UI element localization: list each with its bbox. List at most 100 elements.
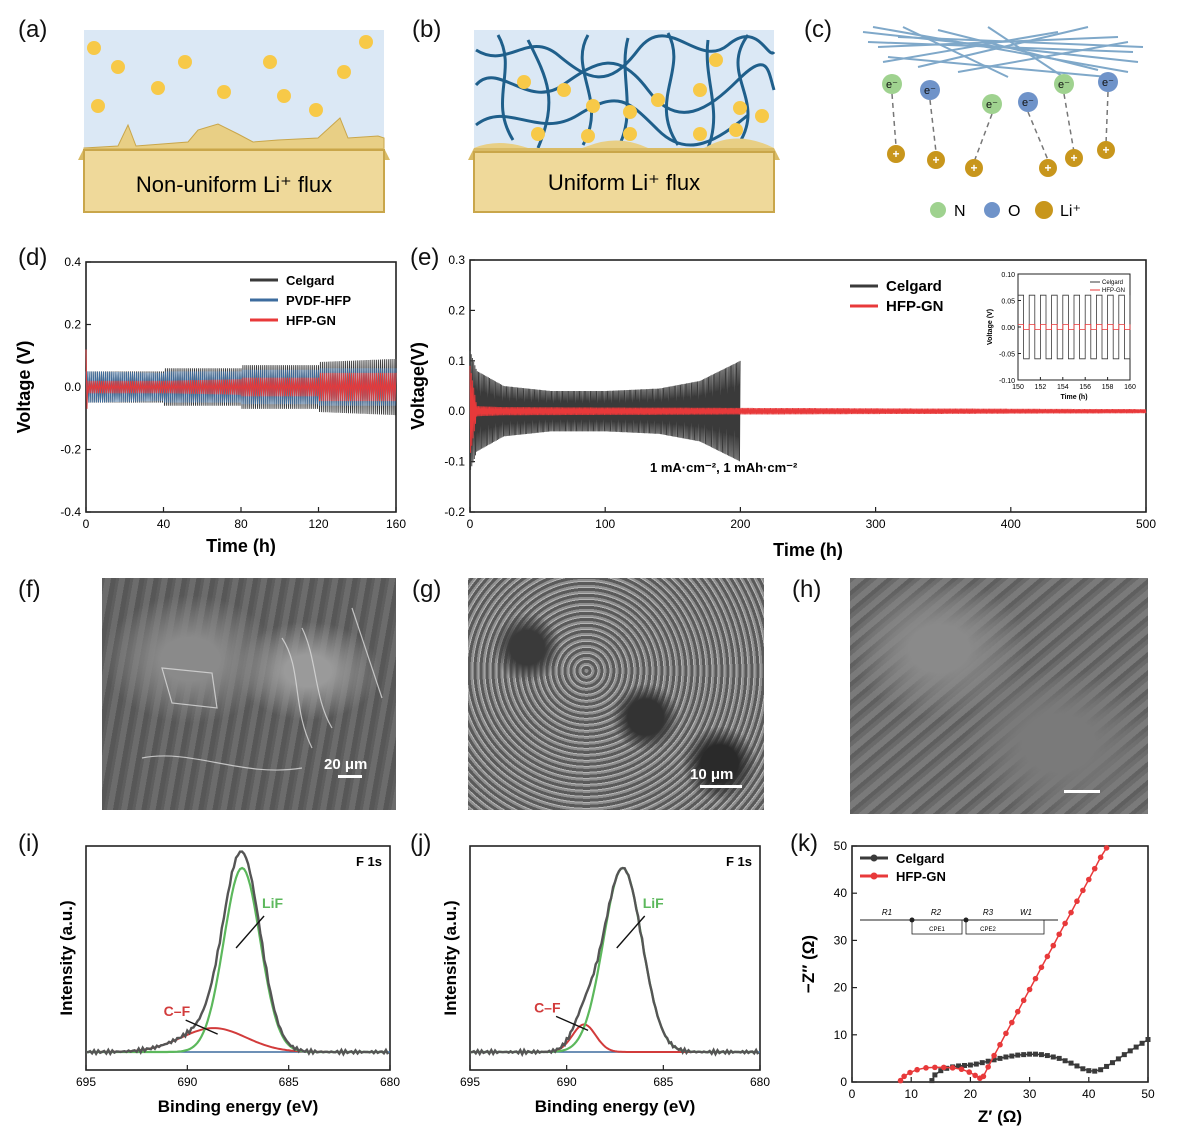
data-point-celgard — [991, 1057, 997, 1063]
panel-letter-k: (k) — [790, 830, 818, 857]
cpe1-branch — [911, 919, 963, 935]
inset-x-axis-label: Time (h) — [1060, 394, 1087, 401]
cpe2-label: CPE2 — [980, 927, 996, 933]
schematic-c: e⁻ e⁻ e⁻ e⁻ e⁻ e⁻ + + + + + + N O Li⁺ — [862, 26, 1144, 220]
data-point-celgard — [1080, 1066, 1086, 1072]
cpe2-branch — [965, 919, 1045, 935]
legend-label: PVDF-HFP — [286, 293, 351, 308]
plus-label: + — [1102, 143, 1109, 157]
electron-label: e⁻ — [886, 79, 898, 91]
scalebar-h — [1064, 790, 1100, 793]
data-point-hfp-gn — [1044, 953, 1051, 960]
lif-arrow — [235, 915, 265, 949]
legend-c: N O Li⁺ — [930, 201, 1081, 220]
chart-k: 0 10 20 30 40 50 0 10 20 30 40 50 Z′ (Ω) −Z″ (Ω) Celga… — [799, 839, 1155, 1126]
data-point-hfp-gn — [1026, 986, 1033, 993]
panel-letter-b: (b) — [412, 16, 442, 43]
dashed-links-c — [891, 91, 1109, 163]
measured-spectrum — [85, 850, 390, 1057]
data-point-hfp-gn — [985, 1064, 991, 1070]
data-point-celgard — [1044, 1053, 1050, 1059]
x-tick-label: 690 — [557, 1075, 577, 1089]
series-hfp-gn — [85, 349, 397, 409]
schematic-b: Uniform Li⁺ flux — [468, 30, 780, 213]
series-line-celgard — [931, 1038, 1149, 1081]
x-axis-label: Z′ (Ω) — [978, 1107, 1022, 1126]
data-point-hfp-gn — [1009, 1019, 1015, 1026]
lithium-cations-c — [887, 141, 1115, 177]
series-celgard — [85, 358, 397, 416]
panel-letter-f: (f) — [18, 576, 41, 603]
data-point-celgard — [1050, 1054, 1056, 1060]
y-tick-label: -0.2 — [444, 505, 465, 519]
data-point-celgard — [938, 1068, 944, 1074]
data-point-celgard — [985, 1058, 991, 1064]
x-tick-label: 0 — [83, 517, 90, 531]
data-point-hfp-gn — [1050, 942, 1057, 949]
cf-arrow — [185, 1019, 218, 1035]
lif-label: LiF — [262, 895, 283, 911]
plus-label: + — [1044, 161, 1051, 175]
lif-arrow — [616, 915, 646, 949]
data-point-hfp-gn — [949, 1065, 956, 1071]
data-point-celgard — [1109, 1060, 1115, 1066]
y-tick-label: 20 — [834, 981, 848, 995]
lithium-ions-a — [87, 35, 373, 117]
inset-legend-label: HFP-GN — [1102, 288, 1125, 294]
x-tick-label: 100 — [595, 517, 615, 531]
data-point-celgard — [1139, 1040, 1145, 1046]
panel-letter-g: (g) — [412, 576, 442, 603]
cf-fit-curve — [470, 1023, 759, 1053]
y-tick-label: 0.0 — [64, 380, 81, 394]
panel-letter-i: (i) — [18, 830, 40, 857]
data-point-celgard — [1038, 1052, 1044, 1058]
data-point-hfp-gn — [980, 1073, 987, 1080]
y-tick-label: 0.1 — [448, 354, 465, 368]
measured-spectrum — [469, 866, 760, 1058]
x-tick-label: 10 — [905, 1087, 919, 1101]
data-point-hfp-gn — [958, 1066, 965, 1073]
electron-label: e⁻ — [1022, 97, 1034, 109]
data-point-hfp-gn — [901, 1073, 907, 1080]
y-tick-label: 0.2 — [448, 303, 465, 317]
data-point-hfp-gn — [907, 1069, 913, 1076]
y-tick-label: 0.0 — [448, 404, 465, 418]
inset-y-tick-label: 0.05 — [1001, 299, 1015, 306]
data-point-celgard — [929, 1078, 935, 1084]
data-point-celgard — [1062, 1058, 1068, 1064]
inset-series-celgard — [1018, 294, 1131, 360]
x-axis-label: Binding energy (eV) — [535, 1097, 696, 1116]
inset-y-tick-label: 0.00 — [1001, 325, 1015, 332]
inset-x-tick-label: 156 — [1079, 384, 1091, 391]
legend-label: Celgard — [886, 278, 942, 295]
x-tick-label: 500 — [1136, 517, 1156, 531]
legend-label-n: N — [954, 203, 966, 220]
legend-label: HFP-GN — [886, 298, 944, 315]
x-axis-label: Time (h) — [206, 536, 276, 556]
panel-letter-c: (c) — [804, 16, 832, 43]
lif-label: LiF — [643, 895, 664, 911]
y-tick-label: 40 — [834, 886, 848, 900]
inset-y-tick-label: 0.10 — [1001, 272, 1015, 279]
equivalent-circuit: R1 R2 R3 W1 CPE1 CPE2 — [860, 908, 1058, 935]
x-tick-label: 300 — [866, 517, 886, 531]
plus-label: + — [892, 147, 899, 161]
sem-image-g: 10 μm — [468, 578, 764, 810]
data-point-celgard — [1015, 1052, 1021, 1058]
plus-label: + — [1070, 151, 1077, 165]
inset-x-tick-label: 160 — [1124, 384, 1136, 391]
data-point-celgard — [1056, 1055, 1062, 1061]
electron-label: e⁻ — [1102, 77, 1114, 89]
data-point-celgard — [997, 1055, 1003, 1061]
data-point-celgard — [1145, 1037, 1151, 1043]
panel-letter-d: (d) — [18, 244, 48, 271]
plot-frame — [851, 845, 1149, 1083]
y-tick-label: -0.1 — [444, 455, 465, 469]
data-point-celgard — [967, 1062, 973, 1068]
panel-letter-a: (a) — [18, 16, 48, 43]
data-point-celgard — [1074, 1063, 1080, 1069]
heteroatom-drops-c — [882, 72, 1118, 114]
r3-label: R3 — [983, 908, 994, 917]
legend-marker — [870, 854, 878, 862]
inset-y-axis-label: Voltage (V) — [987, 309, 994, 345]
